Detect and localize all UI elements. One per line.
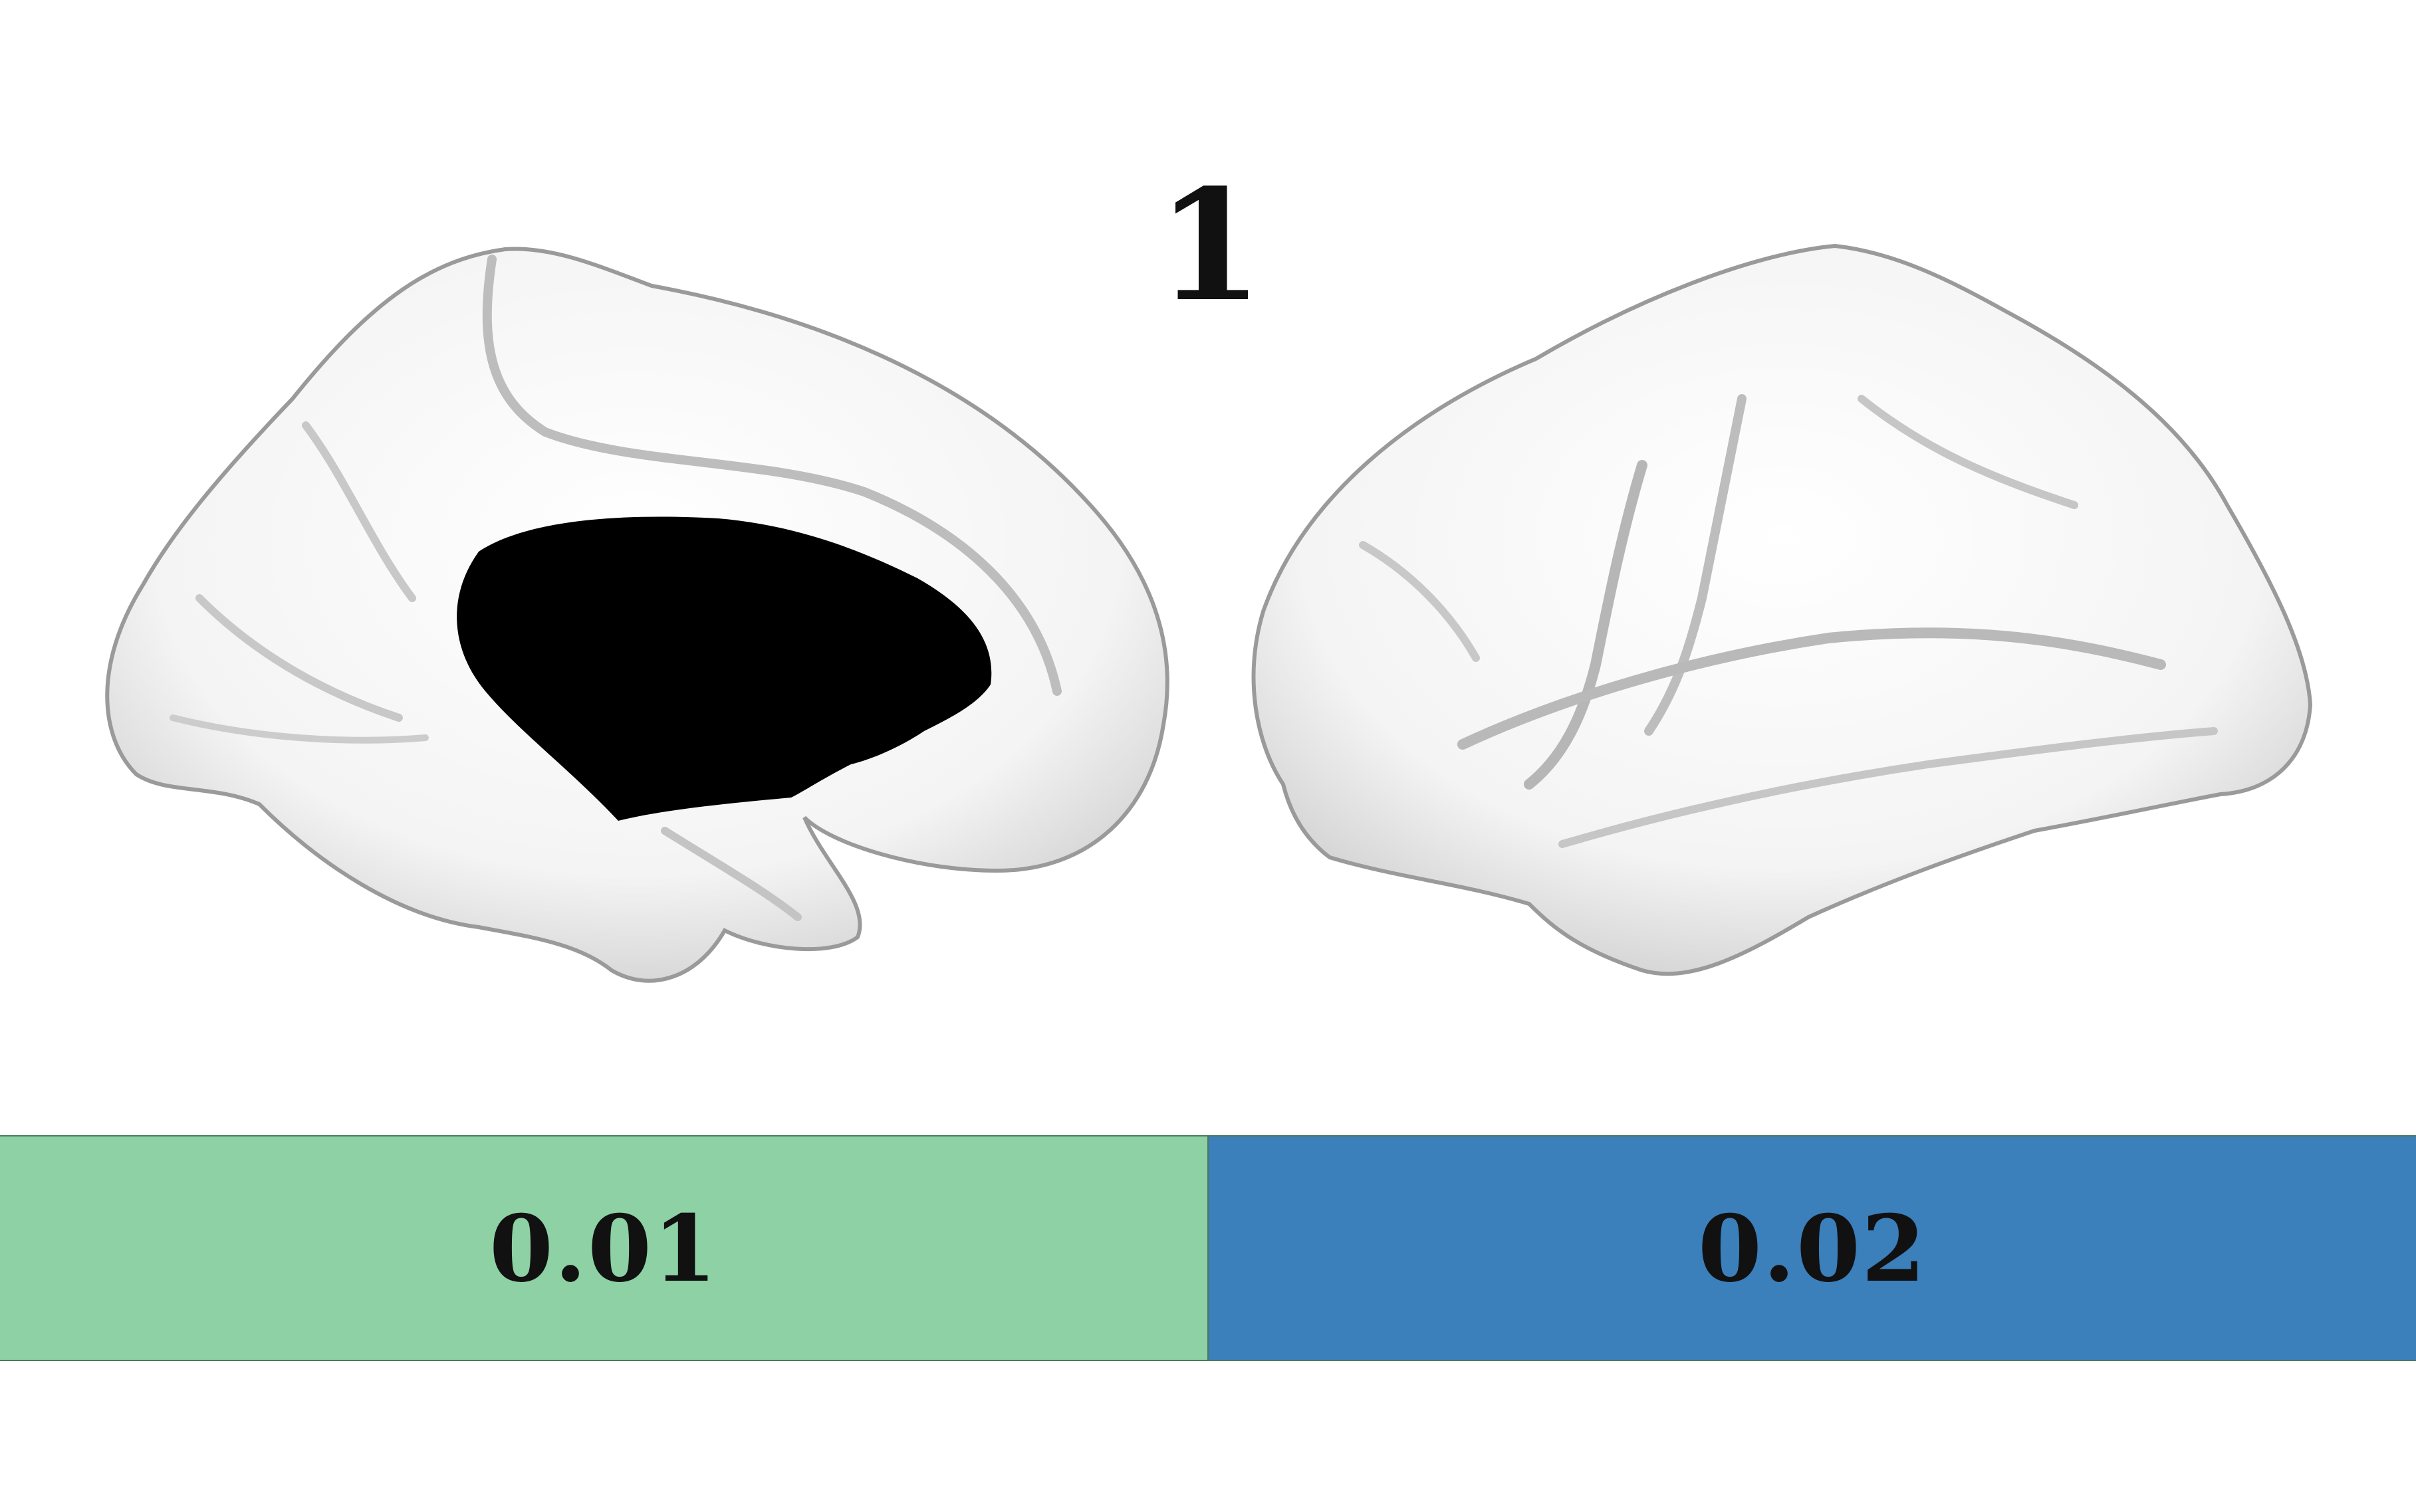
legend-swatch-0: 0.01 (0, 1135, 1207, 1361)
brain-lateral-icon (1251, 243, 2313, 976)
legend-label: 0.01 (489, 1194, 719, 1303)
color-legend: 0.01 0.02 (0, 1135, 2416, 1361)
legend-label: 0.02 (1697, 1194, 1927, 1303)
brain-renderings (105, 243, 2313, 983)
brain-medial-icon (105, 247, 1169, 983)
legend-swatch-1: 0.02 (1207, 1135, 2416, 1361)
medial-wall-region (457, 516, 992, 821)
figure-number: 1 (1156, 156, 1264, 336)
